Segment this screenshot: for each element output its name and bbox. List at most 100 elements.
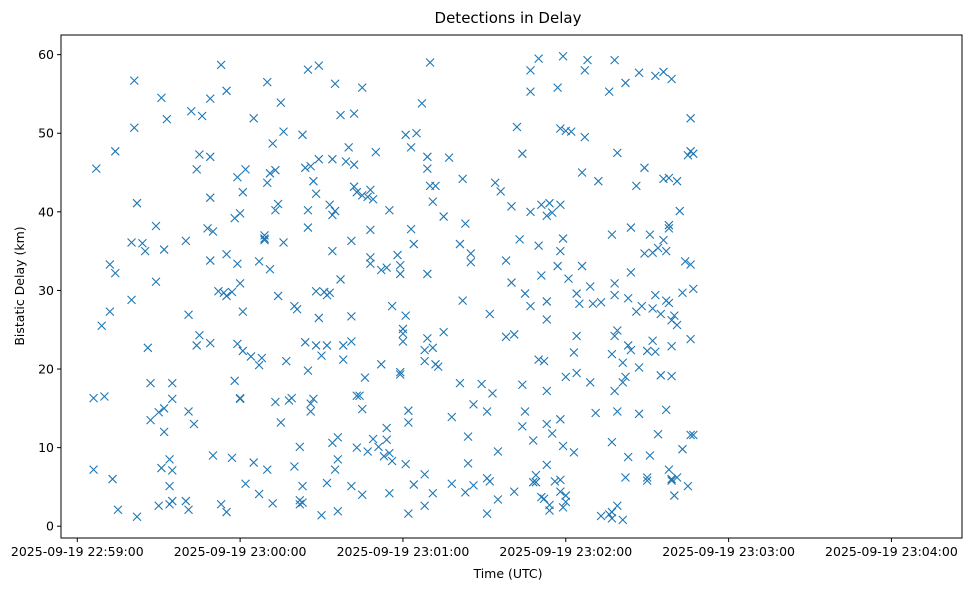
data-point bbox=[555, 200, 565, 210]
data-point bbox=[403, 406, 413, 416]
data-point bbox=[555, 124, 565, 133]
data-point bbox=[596, 511, 606, 521]
data-point bbox=[469, 400, 478, 409]
data-point bbox=[105, 307, 115, 317]
data-point bbox=[534, 355, 544, 364]
data-point bbox=[490, 178, 500, 188]
data-point bbox=[387, 301, 397, 311]
data-point bbox=[688, 149, 698, 159]
data-point bbox=[547, 429, 557, 438]
data-point bbox=[531, 477, 541, 487]
data-point bbox=[528, 436, 538, 445]
data-point bbox=[186, 106, 196, 116]
data-point bbox=[216, 499, 226, 509]
data-point bbox=[368, 434, 378, 444]
data-point bbox=[192, 165, 202, 174]
data-point bbox=[447, 412, 457, 422]
data-point bbox=[542, 211, 552, 221]
data-point bbox=[555, 475, 565, 485]
data-point bbox=[365, 185, 375, 195]
data-point bbox=[357, 404, 367, 414]
data-point bbox=[214, 286, 223, 296]
data-point bbox=[195, 330, 204, 340]
data-point bbox=[526, 207, 535, 217]
x-axis-label: Time (UTC) bbox=[472, 566, 542, 581]
data-point bbox=[338, 341, 348, 350]
data-point bbox=[249, 113, 259, 123]
data-point bbox=[610, 278, 620, 288]
data-point bbox=[303, 65, 313, 74]
data-point bbox=[306, 399, 316, 408]
data-point bbox=[181, 236, 191, 246]
data-point bbox=[205, 152, 215, 162]
data-point bbox=[517, 149, 527, 159]
data-point bbox=[363, 192, 373, 202]
data-point bbox=[157, 93, 166, 103]
data-point bbox=[517, 380, 527, 390]
data-point bbox=[365, 253, 375, 262]
data-point bbox=[113, 505, 123, 515]
data-point bbox=[621, 473, 630, 482]
data-point bbox=[580, 132, 590, 142]
data-point bbox=[352, 391, 362, 401]
data-point bbox=[249, 458, 259, 467]
data-point bbox=[650, 347, 660, 357]
data-point bbox=[195, 150, 204, 159]
data-point bbox=[309, 394, 318, 404]
data-point bbox=[648, 336, 658, 346]
data-point bbox=[317, 510, 326, 520]
data-point bbox=[558, 51, 568, 61]
data-point bbox=[205, 94, 215, 104]
data-point bbox=[626, 223, 636, 232]
data-point bbox=[653, 243, 663, 253]
data-point bbox=[634, 409, 644, 419]
data-point bbox=[466, 257, 476, 267]
data-point bbox=[664, 298, 674, 308]
data-point bbox=[631, 181, 641, 191]
data-point bbox=[420, 345, 430, 355]
data-point bbox=[572, 331, 582, 341]
data-point bbox=[591, 408, 601, 418]
data-point bbox=[159, 427, 169, 437]
data-point bbox=[376, 359, 386, 369]
data-point bbox=[333, 433, 343, 442]
data-point bbox=[330, 465, 340, 475]
data-point bbox=[327, 246, 337, 256]
data-point bbox=[607, 507, 617, 517]
data-point bbox=[420, 469, 430, 479]
data-point bbox=[572, 289, 582, 298]
data-point bbox=[458, 296, 468, 306]
data-point bbox=[341, 157, 351, 166]
data-point bbox=[656, 370, 666, 380]
data-point bbox=[322, 341, 332, 350]
data-point bbox=[403, 418, 413, 427]
data-point bbox=[520, 289, 530, 298]
y-tick-label: 0 bbox=[46, 519, 54, 534]
data-point bbox=[612, 501, 622, 511]
data-point bbox=[664, 220, 674, 230]
data-point bbox=[154, 501, 164, 511]
data-point bbox=[154, 407, 164, 417]
data-point bbox=[357, 190, 367, 200]
data-point bbox=[545, 506, 554, 515]
data-point bbox=[493, 495, 503, 504]
data-point bbox=[257, 353, 267, 363]
data-point bbox=[412, 128, 421, 138]
data-point bbox=[346, 311, 356, 321]
data-point bbox=[686, 260, 696, 269]
data-point bbox=[422, 152, 432, 162]
data-point bbox=[260, 235, 269, 245]
data-point bbox=[346, 337, 356, 346]
data-point bbox=[222, 507, 231, 517]
data-point bbox=[197, 111, 207, 121]
data-point bbox=[192, 341, 202, 350]
data-point bbox=[273, 291, 283, 301]
y-axis: 0 10 20 30 40 50 60 bbox=[38, 47, 61, 534]
data-point bbox=[344, 143, 354, 152]
data-point bbox=[233, 339, 242, 349]
data-point bbox=[588, 299, 598, 309]
data-point bbox=[623, 293, 633, 303]
data-point bbox=[159, 403, 169, 413]
data-point bbox=[298, 481, 307, 491]
